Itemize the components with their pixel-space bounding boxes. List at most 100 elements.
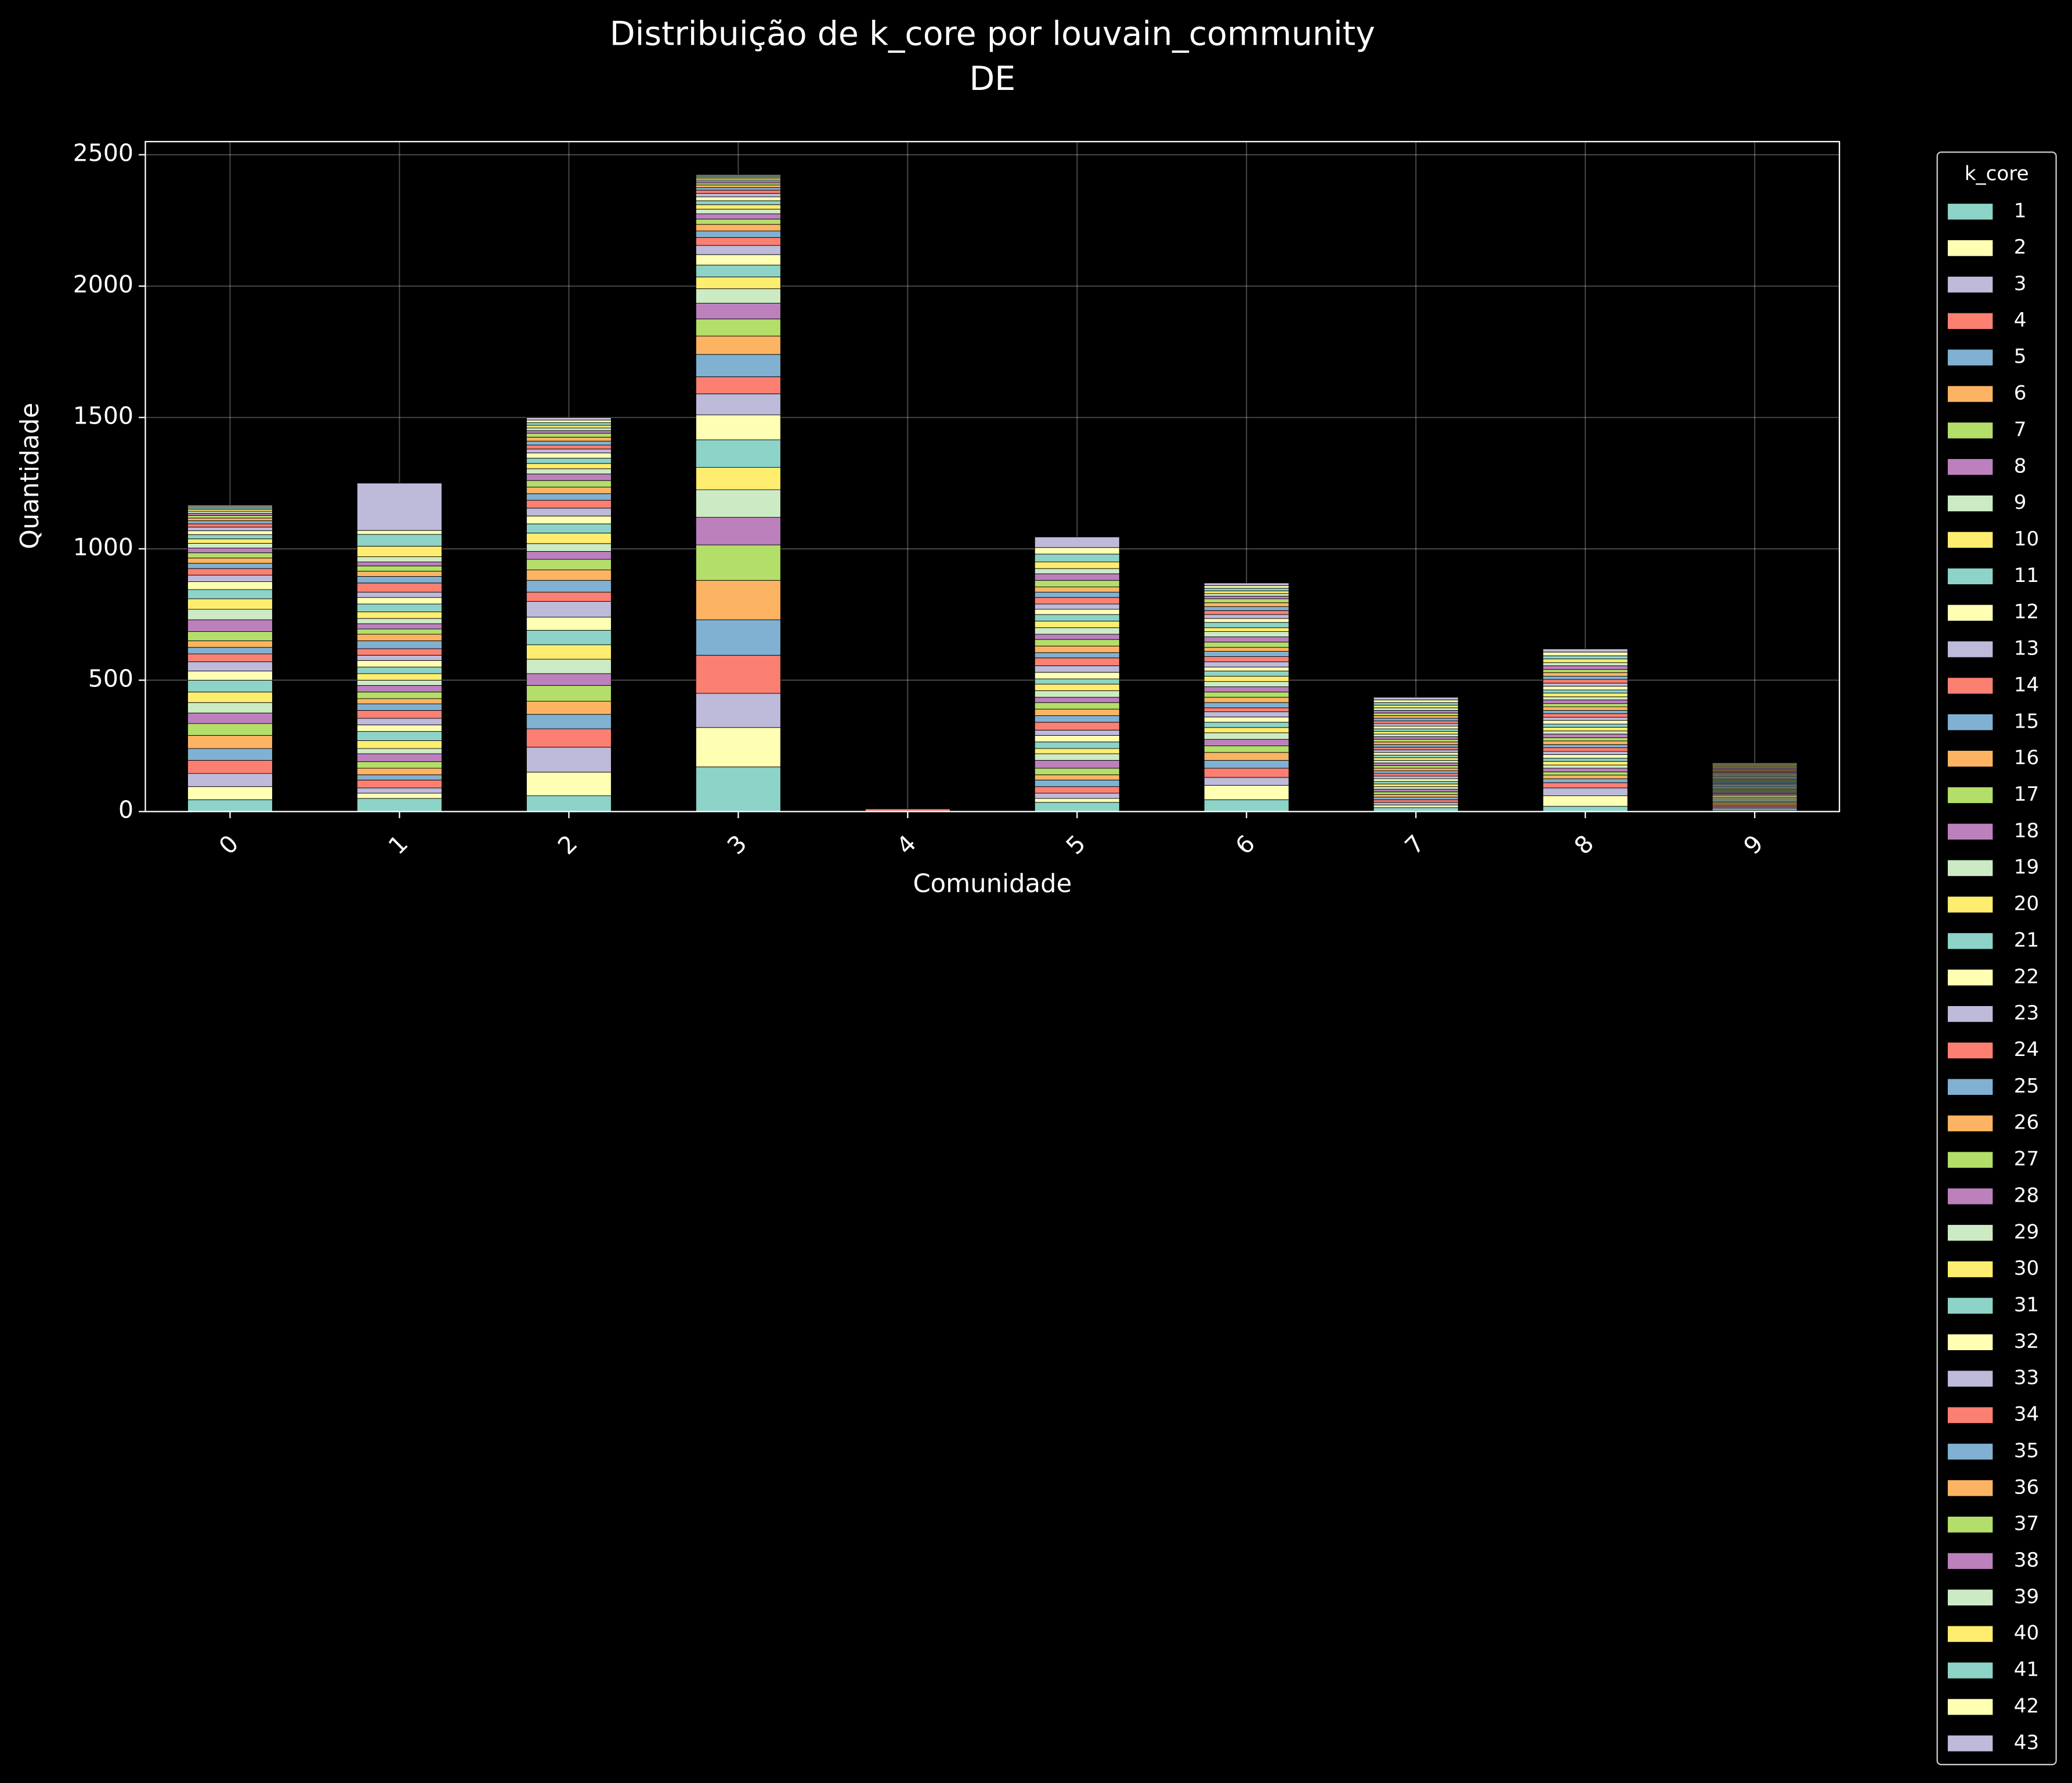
legend-label: 8 [2014,454,2027,478]
y-tick-label: 2000 [73,270,133,298]
bar-segment [187,509,273,512]
bar-segment [187,523,273,527]
chart-title: Distribuição de k_core por louvain_commu… [610,15,1375,53]
bar-segment [1373,697,1459,700]
bar-segment [1373,778,1459,782]
bar-segment [357,565,442,572]
legend-swatch [1947,1115,1993,1131]
plot-frame [144,140,1840,812]
bar-segment [526,444,612,450]
bar-segment [187,515,273,519]
bar-segment [1034,634,1120,640]
bar-segment [1203,702,1289,708]
bar-segment [1373,776,1459,779]
bar-segment [526,487,612,494]
bar-segment [695,178,781,181]
legend-label: 1 [2014,199,2027,222]
bar-segment [1373,783,1459,787]
bar-segment [187,692,273,703]
bar-segment [695,467,781,490]
bar-segment [1373,797,1459,800]
bar-segment [1542,787,1628,797]
bar-segment [1034,568,1120,574]
chart-subtitle: DE [969,60,1015,98]
bar-segment [187,589,273,599]
bar-segment [1542,744,1628,748]
bar-segment [1542,696,1628,700]
legend-swatch [1947,933,1993,949]
legend-label: 39 [2014,1585,2039,1608]
bar-segment [1373,781,1459,784]
bar-segment [187,563,273,569]
bar-segment [1373,744,1459,748]
bar-segment [1034,715,1120,723]
bar-segment [187,520,273,525]
bar-segment [695,230,781,238]
y-tick-label: 500 [88,664,133,692]
legend-box [1936,151,2057,1766]
legend-swatch [1947,459,1993,475]
bar-segment [187,773,273,787]
bar-segment [1034,802,1120,812]
bar-segment [1373,704,1459,708]
legend-label: 9 [2014,491,2027,514]
bar-segment [357,703,442,711]
bar-segment [695,654,781,694]
bar-segment [526,419,612,424]
bar-segment [187,653,273,663]
legend-swatch [1947,386,1993,402]
bar-segment [357,787,442,794]
legend-label: 12 [2014,601,2039,624]
bar-segment [1542,758,1628,762]
bar-segment [357,483,442,531]
bar-segment [1542,662,1628,666]
bar-segment [526,453,612,459]
legend-label: 6 [2014,382,2027,405]
bar-segment [695,619,781,656]
bar-segment [187,671,273,681]
legend-label: 22 [2014,965,2039,988]
legend-swatch [1947,970,1993,986]
bar-segment [1034,573,1120,581]
legend: k_core1234567891011121314151617181920212… [1936,151,2057,1766]
bar-segment [187,543,273,549]
bar-segment [695,580,781,620]
bar-segment [1034,702,1120,710]
bar-segment [187,786,273,800]
legend-label: 17 [2014,783,2039,806]
bar-segment [1373,728,1459,732]
bar-segment [695,393,781,415]
bar-segment [695,190,781,194]
bar-segment [526,747,612,773]
legend-swatch [1947,1297,1993,1314]
bar-segment [1203,583,1289,586]
y-axis-label: Quantidade [16,403,45,549]
bar-segment [187,513,273,516]
legend-swatch [1947,1553,1993,1569]
bar-segment [357,724,442,732]
bar-segment [1203,593,1289,596]
bar-segment [357,628,442,635]
bar-segment [1373,723,1459,727]
bar-segment [695,193,781,197]
legend-swatch [1947,1407,1993,1423]
legend-label: 31 [2014,1293,2039,1317]
bar-segment [1034,735,1120,743]
bar-segment [357,660,442,668]
bar-segment [526,463,612,469]
legend-swatch [1947,714,1993,730]
bar-segment [526,480,612,487]
bar-segment [1542,648,1628,653]
bar-segment [357,679,442,686]
bar-segment [1034,639,1120,646]
bar-segment [526,543,612,552]
bar-segment [1373,799,1459,803]
bar-segment [1203,606,1289,611]
legend-label: 42 [2014,1694,2039,1717]
bar-segment [695,265,781,277]
bar-segment [357,768,442,775]
bar-segment [526,523,612,534]
bar-segment [187,661,273,671]
bar-segment [357,634,442,641]
